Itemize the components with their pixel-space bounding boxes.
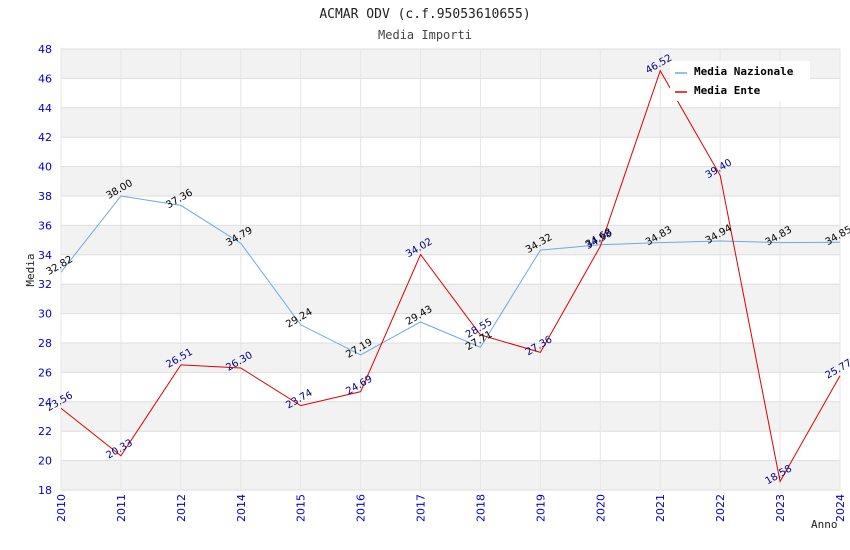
band: [61, 401, 840, 432]
legend-box: [670, 61, 810, 101]
series-line-media-ente: [60, 69, 841, 483]
x-tick-label: 2012: [175, 494, 188, 522]
x-tick-label: 2010: [55, 494, 68, 522]
x-tick-label: 2017: [415, 494, 428, 522]
y-tick-label: 38: [38, 190, 52, 203]
x-tick-label: 2014: [235, 494, 248, 522]
x-tick-label: 2015: [295, 494, 308, 522]
x-tick-label: 2019: [534, 494, 547, 522]
x-tick-labels: 2010 2011 2012 2014 2015 2016 2017 2018 2019 2020…: [55, 494, 847, 522]
band: [61, 225, 840, 255]
band: [61, 343, 840, 373]
x-tick-label: 2016: [355, 494, 368, 522]
x-tick-label: 2023: [774, 494, 787, 522]
data-label: 20.33: [105, 438, 135, 462]
y-tick-label: 34: [38, 249, 52, 262]
series-lines: [60, 69, 841, 483]
y-tick-label: 18: [38, 484, 52, 497]
band: [61, 460, 840, 490]
x-tick-label: 2018: [474, 494, 487, 522]
x-tick-label: 2011: [115, 494, 128, 522]
y-tick-labels: 18 20 22 24 26 28 30 32 34 36 38 40 42 44 46 48: [38, 43, 52, 497]
y-tick-label: 44: [38, 102, 52, 115]
legend-label-media-nazionale: Media Nazionale: [694, 65, 794, 78]
y-tick-label: 40: [38, 161, 52, 174]
legend: Media Nazionale Media Ente: [670, 61, 810, 101]
series-line-media-nazionale: [60, 195, 841, 356]
x-tick-label: 2022: [714, 494, 727, 522]
y-tick-label: 26: [38, 366, 52, 379]
y-tick-label: 46: [38, 72, 52, 85]
chart-title: ACMAR ODV (c.f.95053610655): [319, 7, 530, 22]
band: [61, 166, 840, 196]
x-tick-label: 2024: [834, 494, 847, 522]
y-tick-label: 24: [38, 396, 52, 409]
x-axis-label: Anno: [811, 518, 838, 531]
gridlines: [60, 48, 841, 491]
x-tick-label: 2020: [594, 494, 607, 522]
y-tick-label: 42: [38, 131, 52, 144]
y-tick-label: 22: [38, 425, 52, 438]
y-axis-label: Media: [24, 253, 37, 286]
legend-label-media-ente: Media Ente: [694, 84, 761, 97]
y-tick-label: 30: [38, 308, 52, 321]
data-label: 24.69: [344, 374, 374, 398]
y-tick-label: 28: [38, 337, 52, 350]
band: [61, 284, 840, 314]
y-tick-label: 32: [38, 278, 52, 291]
x-tick-label: 2021: [654, 494, 667, 522]
y-tick-label: 48: [38, 43, 52, 56]
chart-subtitle: Media Importi: [378, 28, 472, 42]
y-tick-label: 20: [38, 455, 52, 468]
background-bands: [61, 49, 840, 490]
band: [61, 107, 840, 138]
y-tick-label: 36: [38, 219, 52, 232]
